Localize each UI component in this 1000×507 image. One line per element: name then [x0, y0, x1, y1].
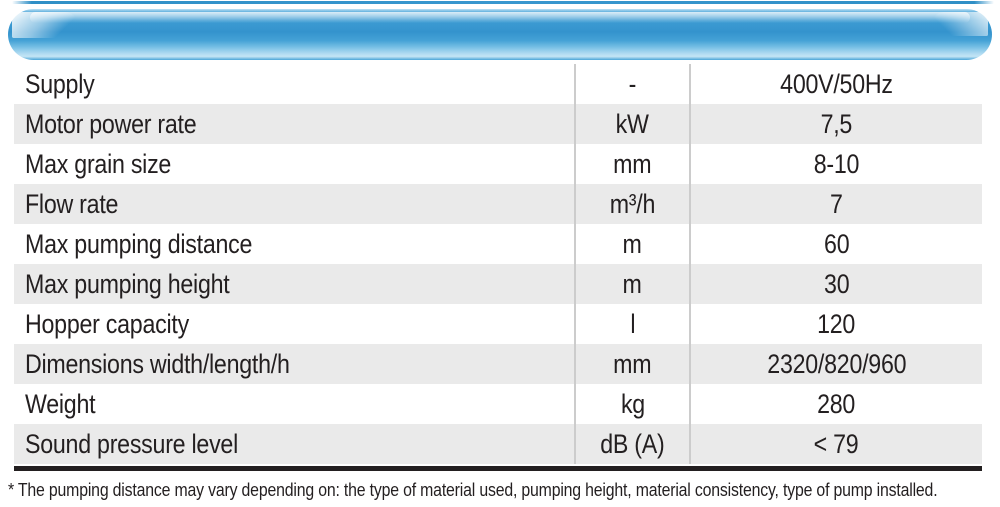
footnote: * The pumping distance may vary dependin…: [8, 480, 1000, 501]
unit-label: l: [630, 308, 635, 339]
decorative-top-line: [12, 1, 994, 4]
bottom-rule: [14, 466, 982, 471]
table-row: Sound pressure level dB (A) < 79: [14, 424, 982, 464]
value-cell: 30: [691, 264, 982, 304]
value-label: 280: [817, 388, 856, 419]
value-label: 60: [823, 228, 850, 259]
table-row: Max pumping height m 30: [14, 264, 982, 304]
header-bar: [8, 9, 992, 60]
property-label: Sound pressure level: [25, 428, 238, 459]
value-cell: 2320/820/960: [691, 344, 982, 384]
property-label: Hopper capacity: [25, 308, 189, 339]
table-row: Hopper capacity l 120: [14, 304, 982, 344]
property-label: Dimensions width/length/h: [25, 348, 290, 379]
unit-label: m³/h: [609, 188, 656, 219]
unit-label: -: [628, 68, 637, 99]
value-cell: 400V/50Hz: [691, 64, 982, 104]
unit-label: m: [622, 268, 643, 299]
property-cell: Hopper capacity: [14, 304, 574, 344]
property-cell: Flow rate: [14, 184, 574, 224]
value-label: 2320/820/960: [767, 348, 906, 379]
property-label: Weight: [25, 388, 96, 419]
property-cell: Dimensions width/length/h: [14, 344, 574, 384]
value-label: 7: [830, 188, 843, 219]
footnote-text: * The pumping distance may vary dependin…: [8, 480, 938, 500]
value-cell: < 79: [691, 424, 982, 464]
property-cell: Supply: [14, 64, 574, 104]
unit-label: mm: [613, 148, 652, 179]
value-label: 30: [823, 268, 850, 299]
table-row: Max grain size mm 8-10: [14, 144, 982, 184]
property-label: Supply: [25, 68, 95, 99]
gloss-sheen: [30, 12, 970, 23]
value-cell: 280: [691, 384, 982, 424]
unit-label: kW: [615, 108, 650, 139]
property-cell: Max grain size: [14, 144, 574, 184]
table-row: Max pumping distance m 60: [14, 224, 982, 264]
table-row: Flow rate m³/h 7: [14, 184, 982, 224]
property-label: Flow rate: [25, 188, 119, 219]
value-cell: 8-10: [691, 144, 982, 184]
property-label: Motor power rate: [25, 108, 197, 139]
table-row: Motor power rate kW 7,5: [14, 104, 982, 144]
table-row: Weight kg 280: [14, 384, 982, 424]
unit-cell: -: [574, 64, 691, 104]
property-label: Max grain size: [25, 148, 172, 179]
unit-cell: mm: [574, 144, 691, 184]
unit-label: m: [622, 228, 643, 259]
unit-cell: l: [574, 304, 691, 344]
value-label: < 79: [814, 428, 859, 459]
gloss-highlight-right: [932, 12, 988, 36]
value-cell: 7: [691, 184, 982, 224]
value-label: 400V/50Hz: [780, 68, 893, 99]
property-cell: Motor power rate: [14, 104, 574, 144]
value-label: 120: [817, 308, 856, 339]
property-cell: Max pumping height: [14, 264, 574, 304]
unit-cell: m: [574, 264, 691, 304]
value-label: 8-10: [813, 148, 860, 179]
unit-label: kg: [620, 388, 645, 419]
unit-label: mm: [613, 348, 652, 379]
value-label: 7,5: [820, 108, 853, 139]
unit-label: dB (A): [600, 428, 665, 459]
unit-cell: kW: [574, 104, 691, 144]
unit-cell: m³/h: [574, 184, 691, 224]
table-row: Dimensions width/length/h mm 2320/820/96…: [14, 344, 982, 384]
table-row: Supply - 400V/50Hz: [14, 64, 982, 104]
unit-cell: mm: [574, 344, 691, 384]
unit-cell: m: [574, 224, 691, 264]
value-cell: 120: [691, 304, 982, 344]
gloss-highlight-left: [12, 12, 78, 38]
property-label: Max pumping height: [25, 268, 230, 299]
value-cell: 7,5: [691, 104, 982, 144]
property-label: Max pumping distance: [25, 228, 253, 259]
property-cell: Max pumping distance: [14, 224, 574, 264]
property-cell: Weight: [14, 384, 574, 424]
unit-cell: kg: [574, 384, 691, 424]
spec-table: Supply - 400V/50Hz Motor power rate kW 7…: [14, 64, 982, 464]
unit-cell: dB (A): [574, 424, 691, 464]
property-cell: Sound pressure level: [14, 424, 574, 464]
value-cell: 60: [691, 224, 982, 264]
